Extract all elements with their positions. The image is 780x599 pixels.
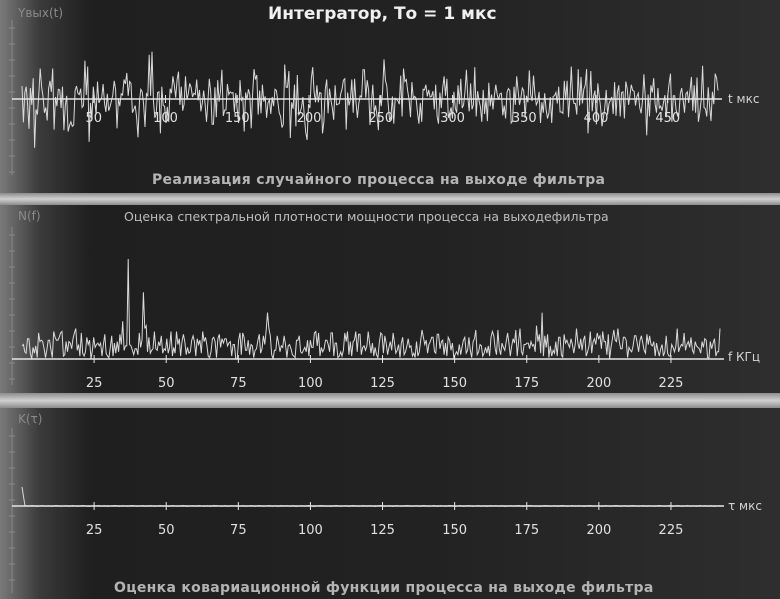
covariance-x-tick-label: 50	[158, 523, 175, 538]
panel-divider	[0, 393, 780, 408]
covariance-series-line	[22, 487, 720, 506]
realization-x-tick-label: 300	[440, 111, 465, 126]
realization-x-tick-label: 200	[297, 111, 322, 126]
spectrum-series-line	[22, 259, 720, 359]
covariance-caption: Оценка ковариационной функции процесса н…	[114, 580, 654, 596]
realization-panel: 50 100 150 200 250 300 350 400 450 Yвых(t) Интег…	[0, 0, 780, 193]
spectrum-x-tick-label: 150	[442, 376, 467, 391]
spectrum-x-tick-label: 100	[298, 376, 323, 391]
panel-divider	[0, 193, 780, 205]
realization-x-tick-label: 350	[512, 111, 537, 126]
realization-x-tick-label: 50	[85, 111, 102, 126]
covariance-plot: 25 50 75 100 125 150 175 200 225	[0, 408, 780, 599]
window-title: Интегратор, То = 1 мкс	[268, 4, 497, 24]
spectrum-x-unit: f КГц	[728, 350, 760, 364]
covariance-x-tick-label: 225	[659, 523, 684, 538]
covariance-x-tick-label: 150	[442, 523, 467, 538]
covariance-y-label: K(τ)	[18, 412, 42, 426]
spectrum-x-tick-label: 25	[86, 376, 103, 391]
covariance-x-tick-label: 200	[586, 523, 611, 538]
covariance-x-tick-label: 25	[86, 523, 103, 538]
covariance-x-tick-label: 75	[230, 523, 247, 538]
spectrum-panel: 25 50 75 100 125 150 175 200 225 N(f) Оценка спе…	[0, 205, 780, 393]
covariance-panel: 25 50 75 100 125 150 175 200 225 K(τ) τ мкс Оцен…	[0, 408, 780, 599]
realization-x-tick-label: 250	[368, 111, 393, 126]
realization-x-tick-label: 400	[584, 111, 609, 126]
covariance-x-tick-label: 100	[298, 523, 323, 538]
spectrum-x-tick-label: 225	[659, 376, 684, 391]
spectrum-x-tick-label: 75	[230, 376, 247, 391]
realization-x-unit: t мкс	[728, 92, 759, 106]
spectrum-plot: 25 50 75 100 125 150 175 200 225	[0, 205, 780, 393]
spectrum-title: Оценка спектральной плотности мощности п…	[124, 209, 609, 224]
realization-caption: Реализация случайного процесса на выходе…	[152, 172, 605, 188]
spectrum-x-tick-label: 50	[158, 376, 175, 391]
realization-x-tick-label: 450	[655, 111, 680, 126]
realization-y-label: Yвых(t)	[18, 6, 63, 20]
realization-plot: 50 100 150 200 250 300 350 400 450	[0, 0, 780, 193]
spectrum-x-tick-label: 175	[514, 376, 539, 391]
covariance-x-unit: τ мкс	[728, 499, 762, 513]
covariance-x-tick-label: 125	[370, 523, 395, 538]
covariance-x-tick-label: 175	[514, 523, 539, 538]
spectrum-x-tick-label: 200	[586, 376, 611, 391]
spectrum-y-label: N(f)	[18, 209, 41, 223]
realization-x-tick-label: 150	[225, 111, 250, 126]
realization-x-tick-label: 100	[153, 111, 178, 126]
spectrum-x-tick-label: 125	[370, 376, 395, 391]
